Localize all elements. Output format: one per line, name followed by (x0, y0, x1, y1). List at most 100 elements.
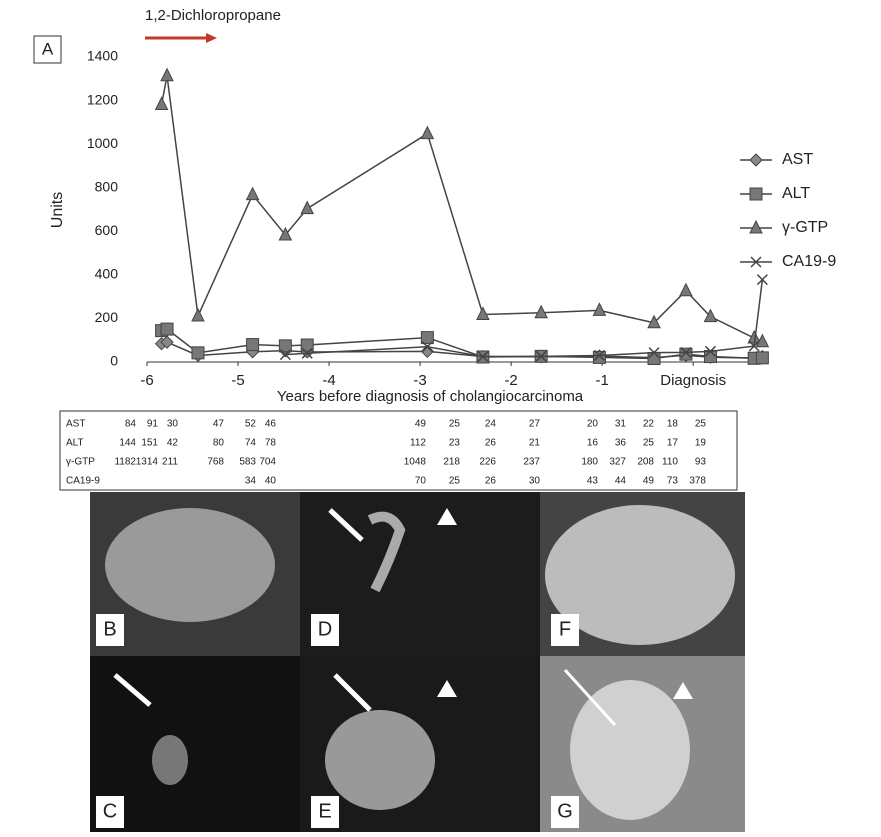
table-cell: 112 (410, 438, 426, 449)
table-cell: 218 (443, 457, 460, 468)
table-cell: 30 (167, 419, 179, 430)
y-tick-label: 1000 (87, 135, 118, 151)
table-cell: 25 (449, 419, 461, 430)
x-tick-label: -1 (595, 372, 608, 389)
data-table-box (60, 411, 737, 490)
table-cell: 36 (615, 438, 627, 449)
table-row-label: CA19-9 (66, 476, 100, 487)
table-cell: 78 (265, 438, 277, 449)
table-cell: 21 (529, 438, 541, 449)
table-cell: 27 (529, 419, 541, 430)
image-shape (570, 680, 690, 820)
table-cell: 1314 (136, 457, 159, 468)
image-label: E (318, 800, 331, 822)
table-cell: 704 (259, 457, 276, 468)
table-cell: 40 (265, 476, 277, 487)
x-tick-label: -6 (140, 372, 153, 389)
table-row-label: γ-GTP (66, 457, 95, 468)
table-cell: 70 (415, 476, 427, 487)
marker (593, 351, 605, 363)
y-tick-label: 1400 (87, 48, 118, 64)
table-cell: 26 (485, 438, 497, 449)
figure: A 1,2-Dichloropropane Units Years before… (0, 0, 881, 832)
marker (680, 348, 692, 360)
table-cell: 34 (245, 476, 257, 487)
marker (756, 352, 768, 364)
marker (192, 347, 204, 359)
table-cell: 30 (529, 476, 541, 487)
table-cell: 73 (667, 476, 679, 487)
table-cell: 110 (662, 457, 678, 468)
image-label: F (559, 618, 571, 640)
table-cell: 583 (239, 457, 256, 468)
table-cell: 49 (643, 476, 655, 487)
table-cell: 44 (615, 476, 627, 487)
x-tick-label: -4 (322, 372, 335, 389)
x-tick-label: -5 (231, 372, 244, 389)
table-cell: 25 (695, 419, 707, 430)
table-cell: 19 (695, 438, 707, 449)
table-cell: 378 (689, 476, 706, 487)
table-cell: 237 (523, 457, 540, 468)
image-label: G (557, 800, 573, 822)
x-tick-label: Diagnosis (660, 372, 726, 389)
image-shape (105, 508, 275, 622)
image-shape (325, 710, 435, 810)
image-panels (90, 492, 745, 832)
table-cell: 43 (587, 476, 599, 487)
table-row-label: ALT (66, 438, 84, 449)
marker (648, 353, 660, 365)
table-cell: 25 (643, 438, 655, 449)
chart-title: 1,2-Dichloropropane (145, 7, 281, 24)
image-label: C (103, 800, 117, 822)
image-label: D (318, 618, 332, 640)
marker (750, 188, 762, 200)
table-cell: 22 (643, 419, 655, 430)
table-cell: 42 (167, 438, 179, 449)
legend-label: ALT (782, 185, 810, 202)
marker (247, 339, 259, 351)
table-cell: 18 (667, 419, 679, 430)
marker (161, 323, 173, 335)
x-axis-label: Years before diagnosis of cholangiocarci… (277, 388, 584, 405)
table-cell: 768 (207, 457, 224, 468)
table-cell: 226 (479, 457, 496, 468)
y-tick-label: 600 (95, 222, 119, 238)
table-cell: 47 (213, 419, 225, 430)
table-cell: 180 (581, 457, 598, 468)
table-cell: 23 (449, 438, 461, 449)
table-row-label: AST (66, 419, 85, 430)
table-cell: 327 (609, 457, 626, 468)
table-cell: 1048 (404, 457, 427, 468)
table-cell: 93 (695, 457, 707, 468)
table-cell: 211 (162, 457, 178, 468)
table-cell: 91 (147, 419, 159, 430)
legend-label: AST (782, 151, 813, 168)
table-cell: 208 (637, 457, 654, 468)
table-cell: 74 (245, 438, 257, 449)
table-cell: 26 (485, 476, 497, 487)
image-label: B (103, 618, 116, 640)
table-cell: 17 (667, 438, 679, 449)
table-cell: 20 (587, 419, 599, 430)
page: A 1,2-Dichloropropane Units Years before… (0, 0, 881, 837)
table-cell: 151 (141, 438, 158, 449)
table-cell: 84 (125, 419, 137, 430)
table-cell: 1182 (114, 457, 136, 468)
table-cell: 46 (265, 419, 277, 430)
x-tick-label: -2 (504, 372, 517, 389)
y-axis-label: Units (49, 192, 66, 228)
table-cell: 80 (213, 438, 225, 449)
legend-label: CA19-9 (782, 253, 836, 270)
y-tick-label: 400 (95, 266, 119, 282)
y-tick-label: 1200 (87, 91, 118, 107)
y-tick-label: 200 (95, 309, 119, 325)
table-cell: 31 (615, 419, 627, 430)
table-cell: 16 (587, 438, 599, 449)
y-tick-label: 800 (95, 178, 119, 194)
image-shape (152, 735, 188, 785)
panel-label: A (42, 39, 54, 58)
table-cell: 25 (449, 476, 461, 487)
x-tick-label: -3 (413, 372, 426, 389)
legend-label: γ-GTP (782, 219, 828, 236)
